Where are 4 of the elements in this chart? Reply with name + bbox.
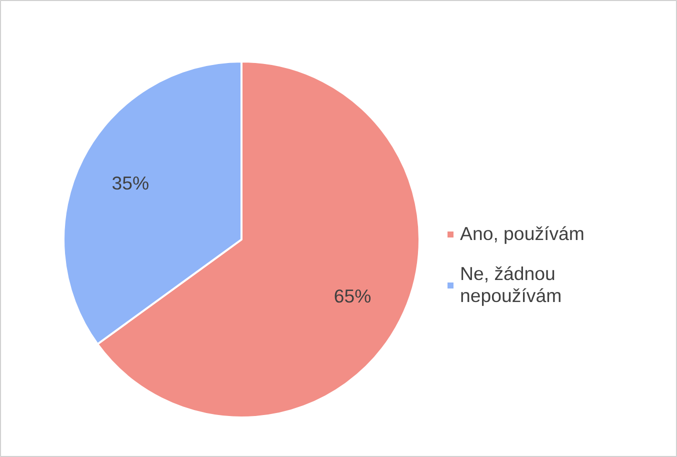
legend-label: Ano, používám (460, 223, 584, 245)
legend-label: Ne, žádnou nepoužívám (460, 263, 562, 307)
data-label: 65% (334, 286, 372, 307)
data-label: 35% (112, 172, 150, 194)
